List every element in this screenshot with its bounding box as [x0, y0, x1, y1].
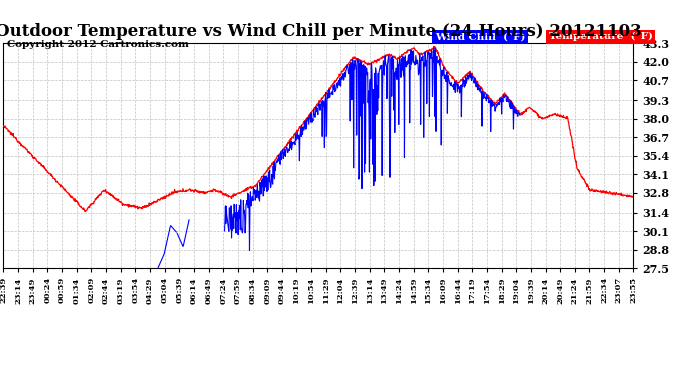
Text: Copyright 2012 Cartronics.com: Copyright 2012 Cartronics.com: [7, 40, 189, 49]
Text: Temperature  (°F): Temperature (°F): [549, 32, 653, 41]
Text: Wind Chill  (°F): Wind Chill (°F): [435, 32, 525, 41]
Title: Outdoor Temperature vs Wind Chill per Minute (24 Hours) 20121103: Outdoor Temperature vs Wind Chill per Mi…: [0, 23, 642, 40]
